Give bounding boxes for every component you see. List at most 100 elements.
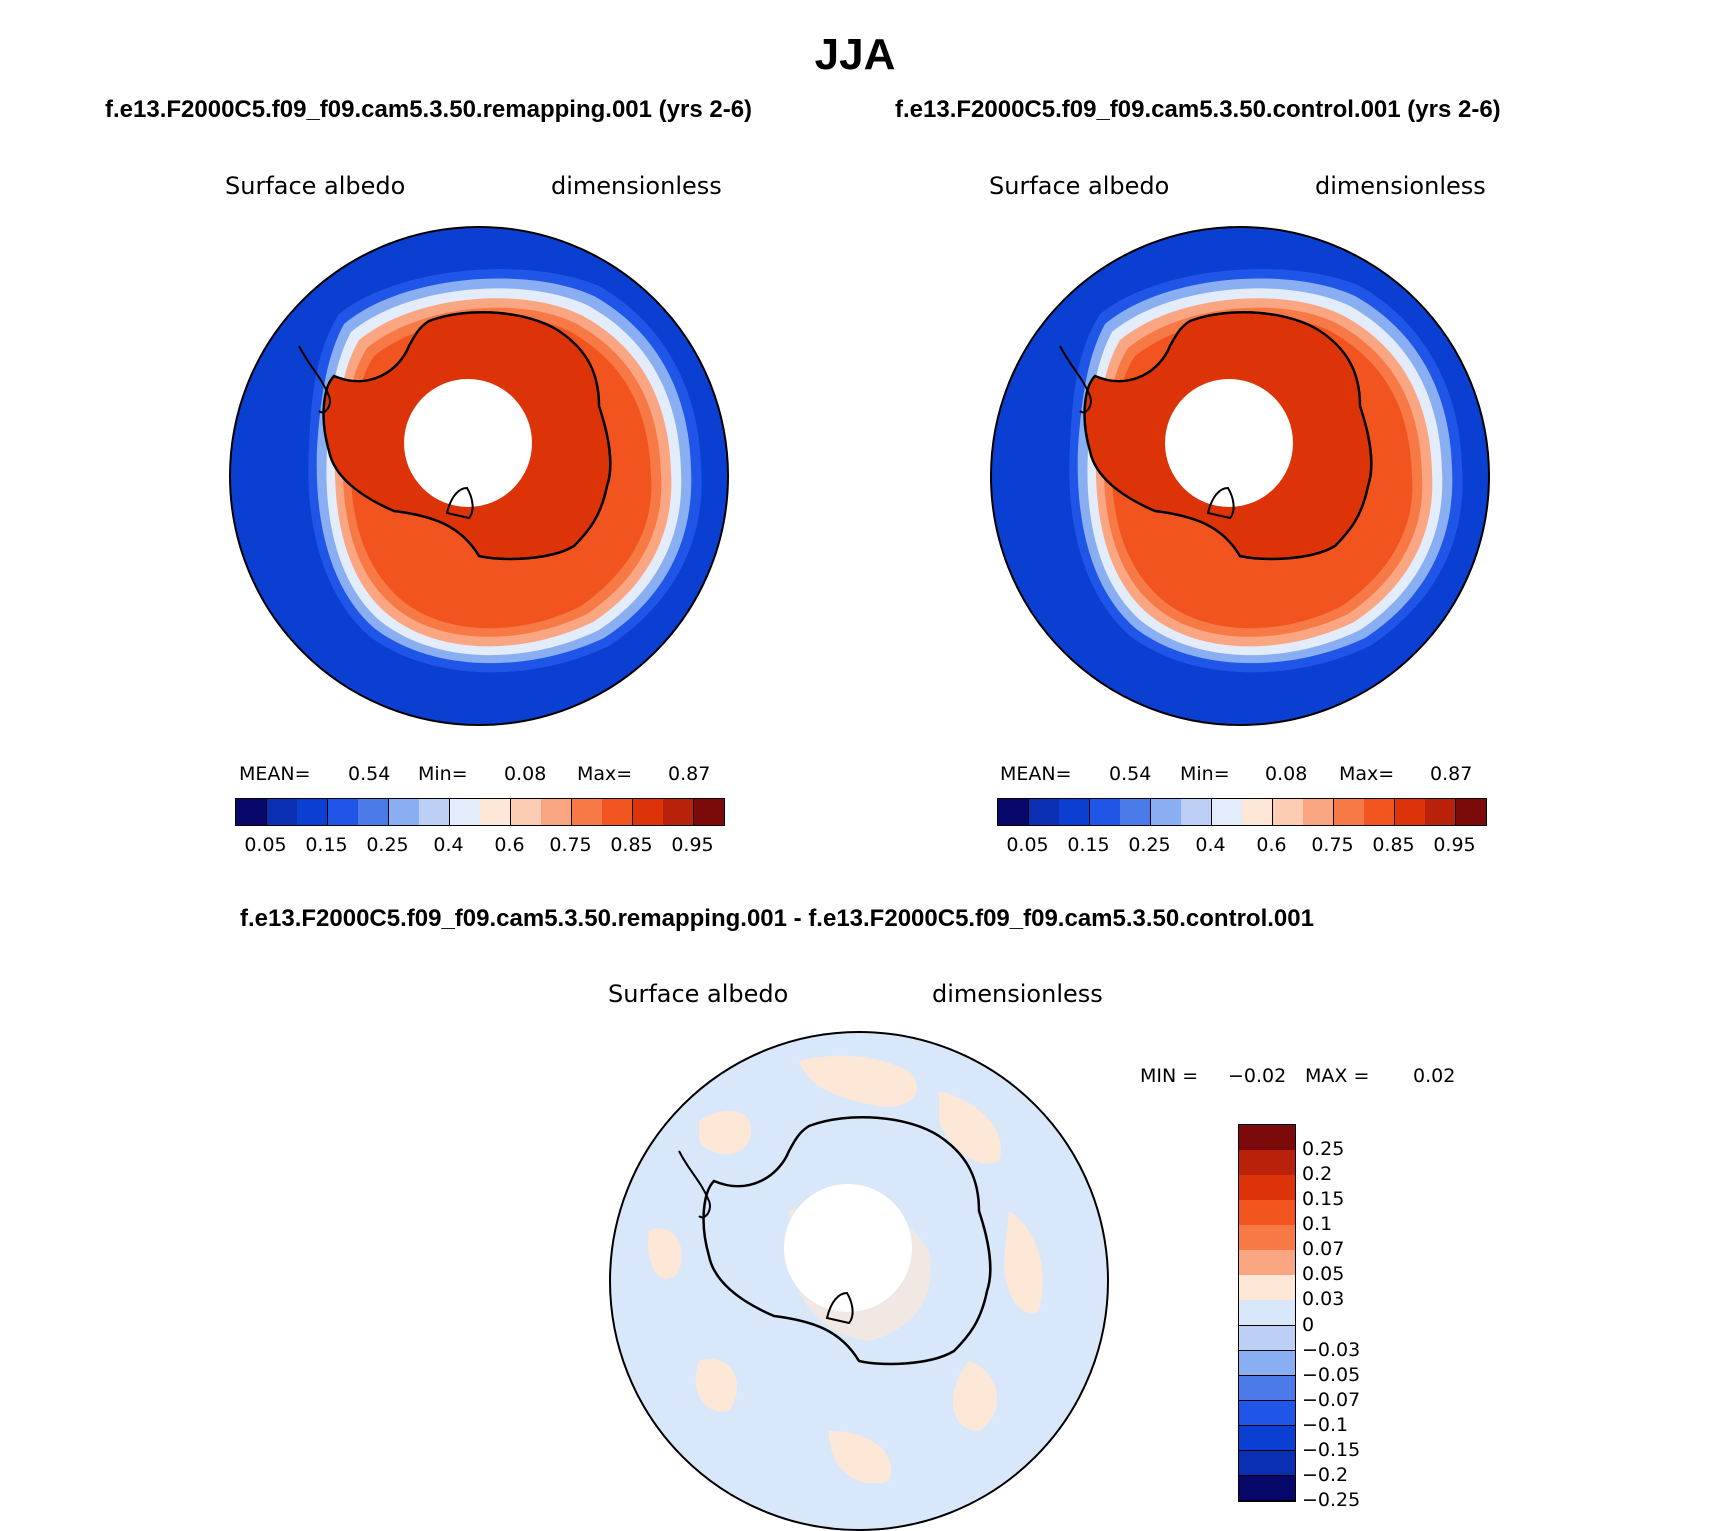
colorbar-right-tick-label: 0.95 — [1433, 834, 1476, 856]
colorbar-left-tick-label: 0.15 — [305, 834, 348, 856]
panel-right-max-value: 0.87 — [1430, 763, 1473, 785]
panel-left-mean-label: MEAN= — [239, 763, 311, 785]
colorbar-right-swatch — [1211, 799, 1243, 825]
map-diff-antarctic-albedo — [609, 1031, 1109, 1531]
colorbar-left-tick-label: 0.05 — [244, 834, 287, 856]
panel-left-mean-value: 0.54 — [348, 763, 391, 785]
colorbar-diff-tick-label: 0.1 — [1302, 1213, 1333, 1236]
colorbar-right-tick-label: 0.25 — [1128, 834, 1171, 856]
colorbar-diff-tick-label: −0.05 — [1302, 1363, 1361, 1386]
colorbar-right-tick-label: 0.6 — [1256, 834, 1287, 856]
colorbar-right-swatch — [1120, 799, 1151, 825]
colorbar-left-ticks: 0.05 0.15 0.25 0.4 0.6 0.75 0.85 0.95 — [235, 834, 723, 858]
panel-left-max-value: 0.87 — [668, 763, 711, 785]
colorbar-diff-tick-label: −0.2 — [1302, 1463, 1349, 1486]
colorbar-left-swatch — [358, 799, 389, 825]
colorbar-diff-swatch — [1239, 1450, 1295, 1477]
colorbar-diff-swatch — [1239, 1300, 1295, 1327]
diff-units-label: dimensionless — [932, 980, 1103, 1008]
colorbar-left-swatch — [449, 799, 481, 825]
panel-left-case-title: f.e13.F2000C5.f09_f09.cam5.3.50.remappin… — [105, 96, 753, 123]
diff-case-title: f.e13.F2000C5.f09_f09.cam5.3.50.remappin… — [240, 905, 1314, 932]
colorbar-diff-tick-label: 0.25 — [1302, 1138, 1345, 1161]
colorbar-left-swatch — [602, 799, 633, 825]
map-right-antarctic-albedo — [990, 226, 1490, 726]
colorbar-left-swatch — [663, 799, 694, 825]
colorbar-left-swatch — [266, 799, 298, 825]
main-title: JJA — [814, 30, 896, 79]
diff-min-label: MIN = — [1140, 1065, 1199, 1087]
colorbar-right-swatch — [1242, 799, 1273, 825]
colorbar-left-tick-label: 0.95 — [671, 834, 714, 856]
colorbar-right-swatch — [1425, 799, 1456, 825]
colorbar-left-swatch — [693, 799, 725, 825]
panel-right-units-label: dimensionless — [1315, 172, 1486, 200]
colorbar-right-swatch — [998, 799, 1029, 825]
colorbar-right-swatch — [1150, 799, 1182, 825]
colorbar-left-swatch — [480, 799, 511, 825]
colorbar-right-tick-label: 0.4 — [1195, 834, 1226, 856]
colorbar-diff-tick-label: −0.07 — [1302, 1388, 1361, 1411]
colorbar-left-swatch — [236, 799, 267, 825]
colorbar-diff-swatch — [1239, 1350, 1295, 1377]
diff-max-value: 0.02 — [1413, 1065, 1456, 1087]
colorbar-diff-tick-label: 0 — [1302, 1313, 1315, 1336]
panel-right-max-label: Max= — [1339, 763, 1395, 785]
colorbar-left-swatch — [388, 799, 420, 825]
diff-variable-label: Surface albedo — [608, 980, 789, 1008]
panel-right-case-title: f.e13.F2000C5.f09_f09.cam5.3.50.control.… — [895, 96, 1501, 123]
panel-left-min-value: 0.08 — [504, 763, 547, 785]
colorbar-diff-swatch — [1239, 1175, 1295, 1201]
colorbar-diff-swatch — [1239, 1150, 1295, 1176]
colorbar-right-swatch — [1059, 799, 1090, 825]
colorbar-right-swatch — [1028, 799, 1060, 825]
panel-left-max-label: Max= — [577, 763, 633, 785]
colorbar-diff-tick-label: −0.03 — [1302, 1338, 1361, 1361]
colorbar-left — [235, 798, 725, 826]
panel-right-min-value: 0.08 — [1265, 763, 1308, 785]
colorbar-right-tick-label: 0.75 — [1311, 834, 1354, 856]
map-left-antarctic-albedo — [229, 226, 729, 726]
colorbar-right-tick-label: 0.05 — [1006, 834, 1049, 856]
colorbar-diff-tick-label: −0.25 — [1302, 1489, 1361, 1511]
colorbar-right-swatch — [1394, 799, 1426, 825]
colorbar-diff-swatch — [1239, 1250, 1295, 1276]
colorbar-right-swatch — [1333, 799, 1365, 825]
colorbar-left-tick-label: 0.25 — [366, 834, 409, 856]
colorbar-right-swatch — [1272, 799, 1304, 825]
colorbar-diff-swatch — [1239, 1375, 1295, 1402]
panel-right-mean-value: 0.54 — [1109, 763, 1152, 785]
colorbar-left-swatch — [571, 799, 603, 825]
colorbar-diff-swatch — [1239, 1325, 1295, 1352]
panel-left-units-label: dimensionless — [551, 172, 722, 200]
colorbar-diff-swatch — [1239, 1425, 1295, 1452]
colorbar-diff-swatch — [1239, 1400, 1295, 1427]
colorbar-right-ticks: 0.05 0.15 0.25 0.4 0.6 0.75 0.85 0.95 — [997, 834, 1485, 858]
colorbar-left-swatch — [510, 799, 542, 825]
colorbar-diff-tick-label: 0.05 — [1302, 1263, 1345, 1286]
colorbar-diff-tick-label: 0.2 — [1302, 1163, 1333, 1186]
colorbar-right-swatch — [1455, 799, 1487, 825]
colorbar-diff-tick-label: 0.03 — [1302, 1288, 1345, 1311]
colorbar-diff-tick-label: 0.07 — [1302, 1238, 1345, 1261]
panel-left-min-label: Min= — [418, 763, 468, 785]
colorbar-diff-swatch — [1239, 1225, 1295, 1251]
colorbar-right-swatch — [1364, 799, 1395, 825]
colorbar-left-tick-label: 0.75 — [549, 834, 592, 856]
colorbar-diff-tick-label: −0.1 — [1302, 1413, 1349, 1436]
diff-max-label: MAX = — [1305, 1065, 1370, 1087]
colorbar-left-swatch — [632, 799, 664, 825]
colorbar-right-swatch — [1181, 799, 1212, 825]
colorbar-right-swatch — [1089, 799, 1121, 825]
colorbar-left-swatch — [297, 799, 328, 825]
colorbar-right-tick-label: 0.15 — [1067, 834, 1110, 856]
panel-left-variable-label: Surface albedo — [225, 172, 406, 200]
colorbar-diff — [1238, 1124, 1296, 1502]
panel-right-variable-label: Surface albedo — [989, 172, 1170, 200]
colorbar-right-tick-label: 0.85 — [1372, 834, 1415, 856]
colorbar-left-tick-label: 0.4 — [433, 834, 464, 856]
colorbar-diff-swatch — [1239, 1200, 1295, 1226]
colorbar-right — [997, 798, 1487, 826]
panel-right-mean-label: MEAN= — [1000, 763, 1072, 785]
panel-right-min-label: Min= — [1180, 763, 1230, 785]
